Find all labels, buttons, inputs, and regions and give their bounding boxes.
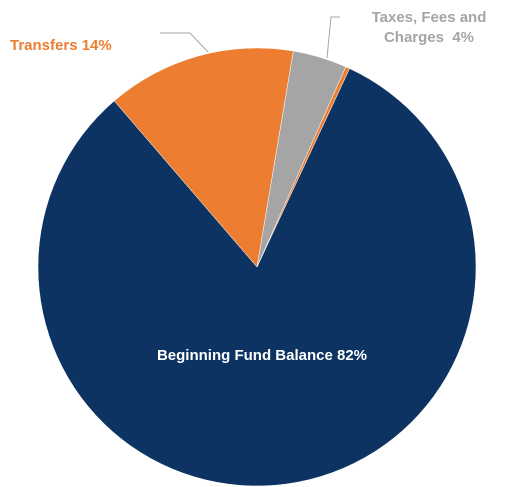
category-label: Transfers [10,37,78,54]
value-label: 82% [336,347,368,364]
pie [37,47,477,487]
category-label: Taxes, Fees and Charges [371,9,487,46]
slice-label: Transfers 14% [10,36,112,56]
pie-slice [256,66,350,268]
leader-line [326,16,340,59]
value-label: 14% [81,37,112,54]
pie-slice [37,68,477,487]
value-label: 4% [452,29,475,46]
pie-slice [113,47,294,268]
slice-label: Taxes, Fees and Charges 4% [344,8,514,48]
category-label: Beginning Fund Balance [156,347,333,364]
slice-label: Beginning Fund Balance 82% [90,346,434,366]
leader-line [160,32,209,53]
